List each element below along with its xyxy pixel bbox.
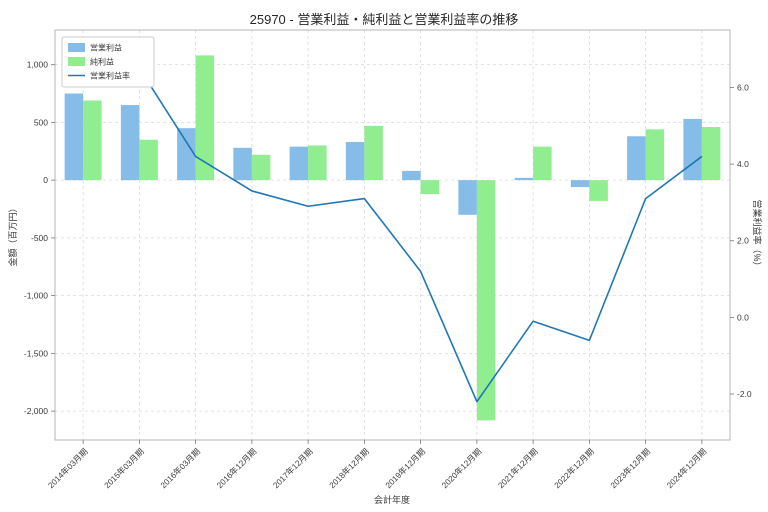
left-tick-label: -1,500 [24, 348, 48, 358]
plot-border [54, 29, 731, 441]
bar [701, 127, 721, 181]
bar [683, 118, 702, 181]
bar [195, 55, 215, 181]
right-tick-label: 6.0 [737, 82, 749, 92]
right-axis-label: 営業利益率（%） [752, 199, 763, 270]
gridlines [55, 30, 730, 440]
left-tick-labels: 1,000 500 0 -500 -1,000 -1,500 -2,000 [24, 60, 55, 416]
bar [570, 180, 590, 188]
bar [514, 177, 534, 181]
right-tick-label: 4.0 [737, 159, 749, 169]
x-tick-label: 2024年12月期 [665, 446, 709, 490]
x-tick-label: 2016年03月期 [158, 446, 202, 490]
bar [627, 136, 646, 181]
bar [83, 100, 102, 181]
bar [308, 145, 327, 181]
right-tick-label: 0.0 [737, 312, 749, 322]
left-tick-label: -2,000 [24, 406, 48, 416]
bars-net-profit [83, 55, 721, 421]
legend-swatch [68, 43, 85, 52]
bars-operating-profit [64, 93, 702, 215]
bar [139, 139, 158, 181]
bar [645, 129, 665, 181]
bar [251, 154, 271, 181]
bar [420, 180, 440, 194]
bar [533, 146, 552, 181]
x-tick-label: 2017年12月期 [271, 446, 315, 490]
bar [345, 142, 365, 181]
x-axis-label: 会計年度 [374, 494, 410, 505]
legend-label: 営業利益 [90, 43, 122, 53]
x-tick-label: 2021年12月期 [496, 446, 540, 490]
chart-layer: 1,000 500 0 -500 -1,000 -1,500 -2,000 6.0 4.0 2.0… [24, 29, 752, 490]
bar [177, 128, 196, 181]
legend-label: 営業利益率 [90, 71, 130, 81]
left-tick-label: 500 [34, 117, 48, 127]
bar [402, 170, 421, 181]
left-tick-label: 1,000 [27, 60, 49, 70]
legend-label: 純利益 [90, 57, 114, 67]
bar [289, 146, 309, 181]
bar [476, 180, 496, 421]
x-tick-labels: 2014年03月期 2015年03月期 2016年03月期 2016年12月期 2017… [46, 440, 709, 490]
bar [64, 93, 84, 181]
right-tick-labels: 6.0 4.0 2.0 0.0 -2.0 [730, 82, 752, 399]
bar [458, 180, 477, 215]
right-tick-label: -2.0 [737, 389, 752, 399]
legend-swatch [68, 57, 85, 66]
bar [233, 147, 252, 181]
x-tick-label: 2016年12月期 [215, 446, 259, 490]
x-tick-label: 2018年12月期 [327, 446, 371, 490]
chart-title: 25970 - 営業利益・純利益と営業利益率の推移 [249, 12, 519, 27]
x-tick-label: 2023年12月期 [608, 446, 652, 490]
x-tick-label: 2022年12月期 [552, 446, 596, 490]
x-tick-label: 2020年12月期 [440, 446, 484, 490]
left-tick-label: -500 [31, 233, 48, 243]
right-tick-label: 2.0 [737, 236, 749, 246]
profit-margin-line [83, 67, 703, 403]
left-axis-label: 金額（百万円） [7, 203, 18, 266]
x-tick-label: 2014年03月期 [46, 446, 90, 490]
x-tick-label: 2019年12月期 [383, 446, 427, 490]
bar [589, 180, 608, 201]
bar [364, 125, 383, 181]
left-tick-label: 0 [43, 175, 48, 185]
left-tick-label: -1,000 [24, 291, 48, 301]
bar [120, 105, 140, 181]
x-tick-label: 2015年03月期 [102, 446, 146, 490]
